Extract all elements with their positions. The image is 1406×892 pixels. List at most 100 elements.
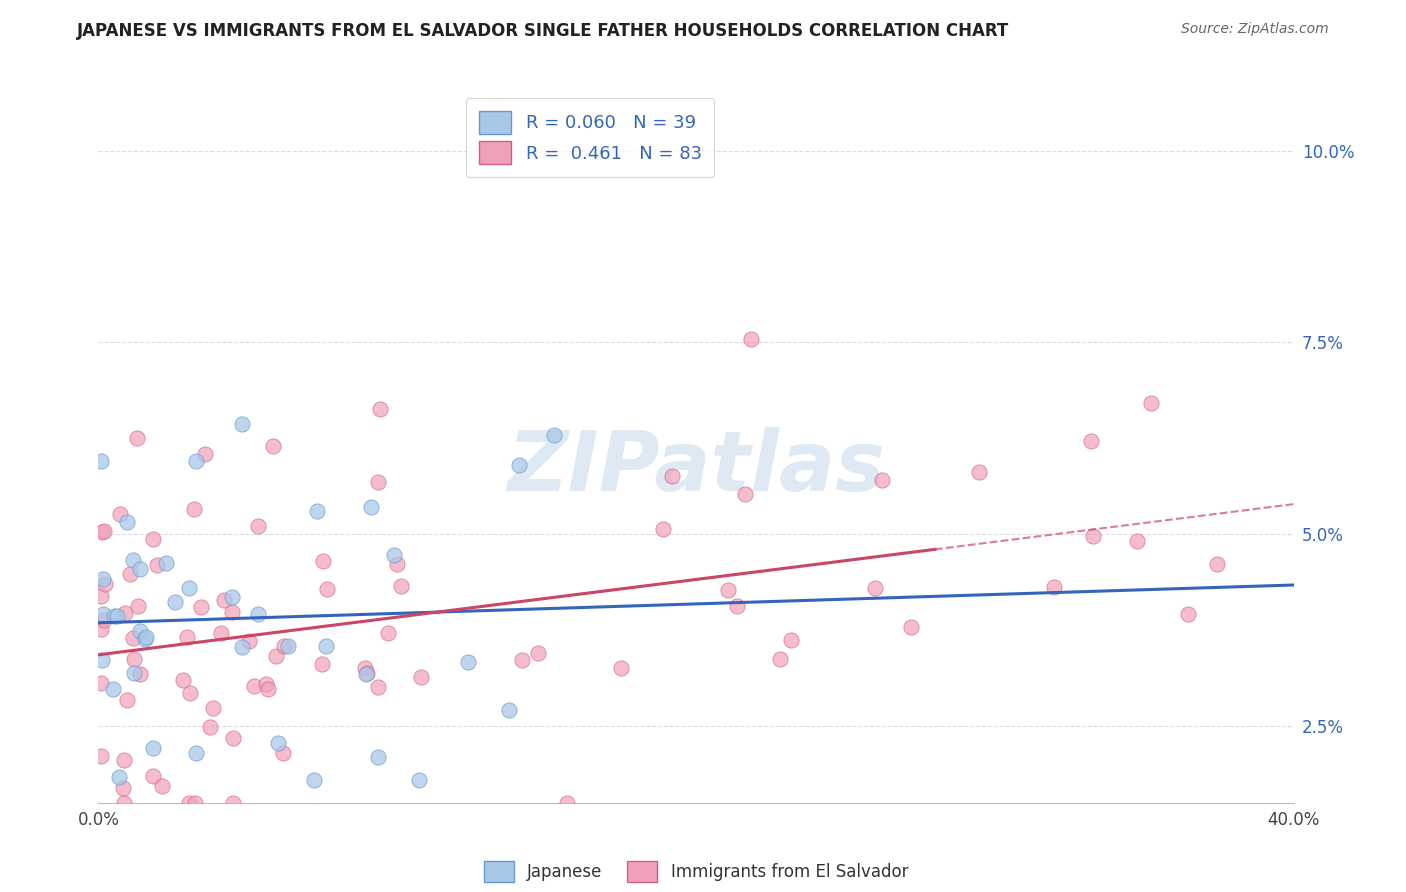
Point — [385, 558, 408, 572]
Point — [510, 653, 533, 667]
Point — [90, 748, 112, 763]
Point — [508, 458, 530, 472]
Point — [277, 639, 299, 653]
Point — [112, 796, 135, 810]
Point — [183, 502, 205, 516]
Point — [779, 633, 801, 648]
Point — [172, 673, 194, 687]
Point — [409, 670, 432, 684]
Point — [128, 624, 150, 638]
Point — [125, 431, 148, 445]
Point — [120, 566, 142, 581]
Point — [124, 665, 146, 680]
Text: Source: ZipAtlas.com: Source: ZipAtlas.com — [1181, 22, 1329, 37]
Point — [769, 651, 792, 665]
Point — [740, 332, 762, 346]
Point — [142, 769, 165, 783]
Point — [652, 522, 675, 536]
Point — [184, 454, 207, 468]
Point — [302, 772, 325, 787]
Point — [717, 582, 740, 597]
Point — [527, 646, 550, 660]
Point — [222, 796, 245, 810]
Point — [146, 558, 169, 572]
Point — [90, 589, 112, 603]
Point — [122, 651, 145, 665]
Point — [111, 781, 134, 796]
Point — [725, 599, 748, 614]
Point — [247, 607, 270, 622]
Point — [176, 630, 198, 644]
Point — [142, 533, 165, 547]
Point — [1083, 529, 1105, 543]
Point — [134, 632, 156, 646]
Point — [202, 701, 225, 715]
Point — [107, 771, 129, 785]
Point — [122, 631, 145, 645]
Point — [354, 667, 377, 681]
Point — [221, 605, 243, 619]
Point — [870, 473, 893, 487]
Point — [122, 553, 145, 567]
Point — [408, 772, 430, 787]
Point — [354, 660, 377, 674]
Point — [110, 507, 132, 521]
Point — [243, 679, 266, 693]
Point — [105, 609, 128, 624]
Point — [967, 465, 990, 479]
Point — [90, 454, 112, 468]
Point — [661, 469, 683, 483]
Point — [155, 556, 177, 570]
Point — [127, 599, 149, 613]
Point — [734, 487, 756, 501]
Point — [212, 593, 235, 607]
Point — [91, 572, 114, 586]
Point — [498, 703, 520, 717]
Legend: Japanese, Immigrants from El Salvador: Japanese, Immigrants from El Salvador — [477, 854, 915, 888]
Point — [184, 746, 207, 760]
Point — [129, 562, 152, 576]
Point — [389, 579, 412, 593]
Point — [142, 741, 165, 756]
Point — [179, 686, 201, 700]
Point — [91, 653, 114, 667]
Point — [211, 626, 233, 640]
Point — [115, 515, 138, 529]
Point — [368, 402, 391, 417]
Point — [273, 746, 295, 760]
Point — [312, 554, 335, 568]
Point — [129, 667, 152, 681]
Point — [316, 582, 339, 596]
Point — [257, 681, 280, 696]
Point — [184, 796, 207, 810]
Point — [114, 606, 136, 620]
Point — [360, 500, 382, 514]
Point — [90, 524, 112, 539]
Point — [900, 620, 922, 634]
Point — [367, 680, 389, 694]
Point — [1043, 581, 1066, 595]
Point — [190, 600, 212, 615]
Point — [94, 576, 117, 591]
Point — [1177, 607, 1199, 622]
Point — [1140, 396, 1163, 410]
Point — [356, 665, 378, 680]
Point — [315, 639, 337, 653]
Point — [238, 634, 260, 648]
Point — [231, 417, 253, 432]
Point — [1080, 434, 1102, 448]
Point — [90, 622, 112, 636]
Point — [194, 447, 217, 461]
Point — [307, 504, 329, 518]
Point — [266, 736, 288, 750]
Point — [101, 681, 124, 696]
Point — [610, 661, 633, 675]
Point — [311, 657, 333, 672]
Point — [367, 475, 389, 489]
Point — [457, 655, 479, 669]
Point — [93, 613, 115, 627]
Point — [254, 677, 277, 691]
Point — [91, 607, 114, 621]
Point — [246, 519, 269, 533]
Text: ZIPatlas: ZIPatlas — [508, 427, 884, 508]
